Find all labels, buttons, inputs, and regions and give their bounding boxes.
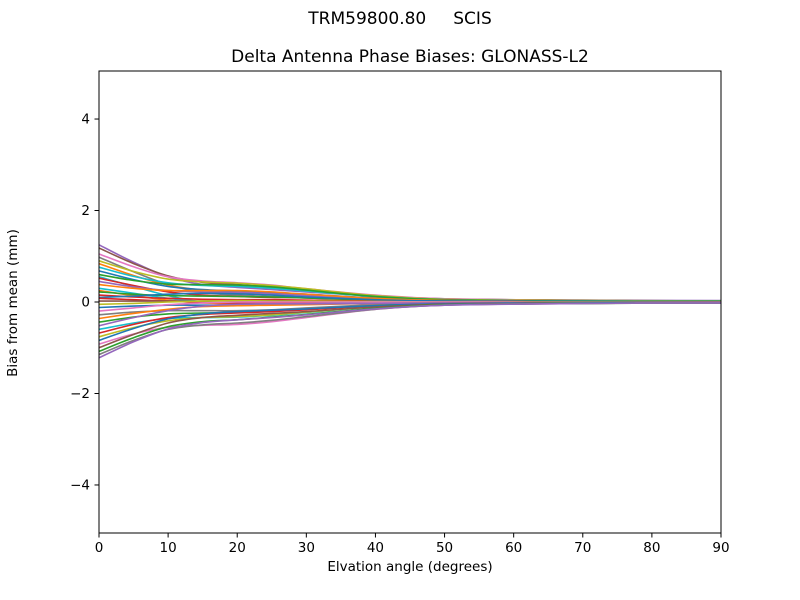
y-tick-label: 2 [81,203,90,219]
x-tick-label: 10 [160,540,177,556]
x-tick-label: 80 [643,540,660,556]
y-axis-label: Bias from mean (mm) [5,193,21,413]
y-tick-label: −2 [70,386,90,402]
x-tick-label: 20 [229,540,246,556]
x-tick-label: 50 [436,540,453,556]
x-tick-label: 30 [298,540,315,556]
figure: TRM59800.80 SCIS Delta Antenna Phase Bia… [0,0,800,600]
x-tick-label: 70 [574,540,591,556]
series-line [99,303,721,341]
y-tick-label: −4 [70,477,90,493]
x-tick-label: 90 [712,540,729,556]
chart-canvas: 0 10 20 30 40 50 60 70 80 90 −4 −2 0 2 4 [0,0,800,600]
x-tick-label: 0 [95,540,104,556]
x-axis-label: Elvation angle (degrees) [99,559,721,575]
y-tick-label: 4 [81,112,90,128]
y-tick-label: 0 [81,295,90,311]
x-tick-label: 40 [367,540,384,556]
x-tick-label: 60 [505,540,522,556]
